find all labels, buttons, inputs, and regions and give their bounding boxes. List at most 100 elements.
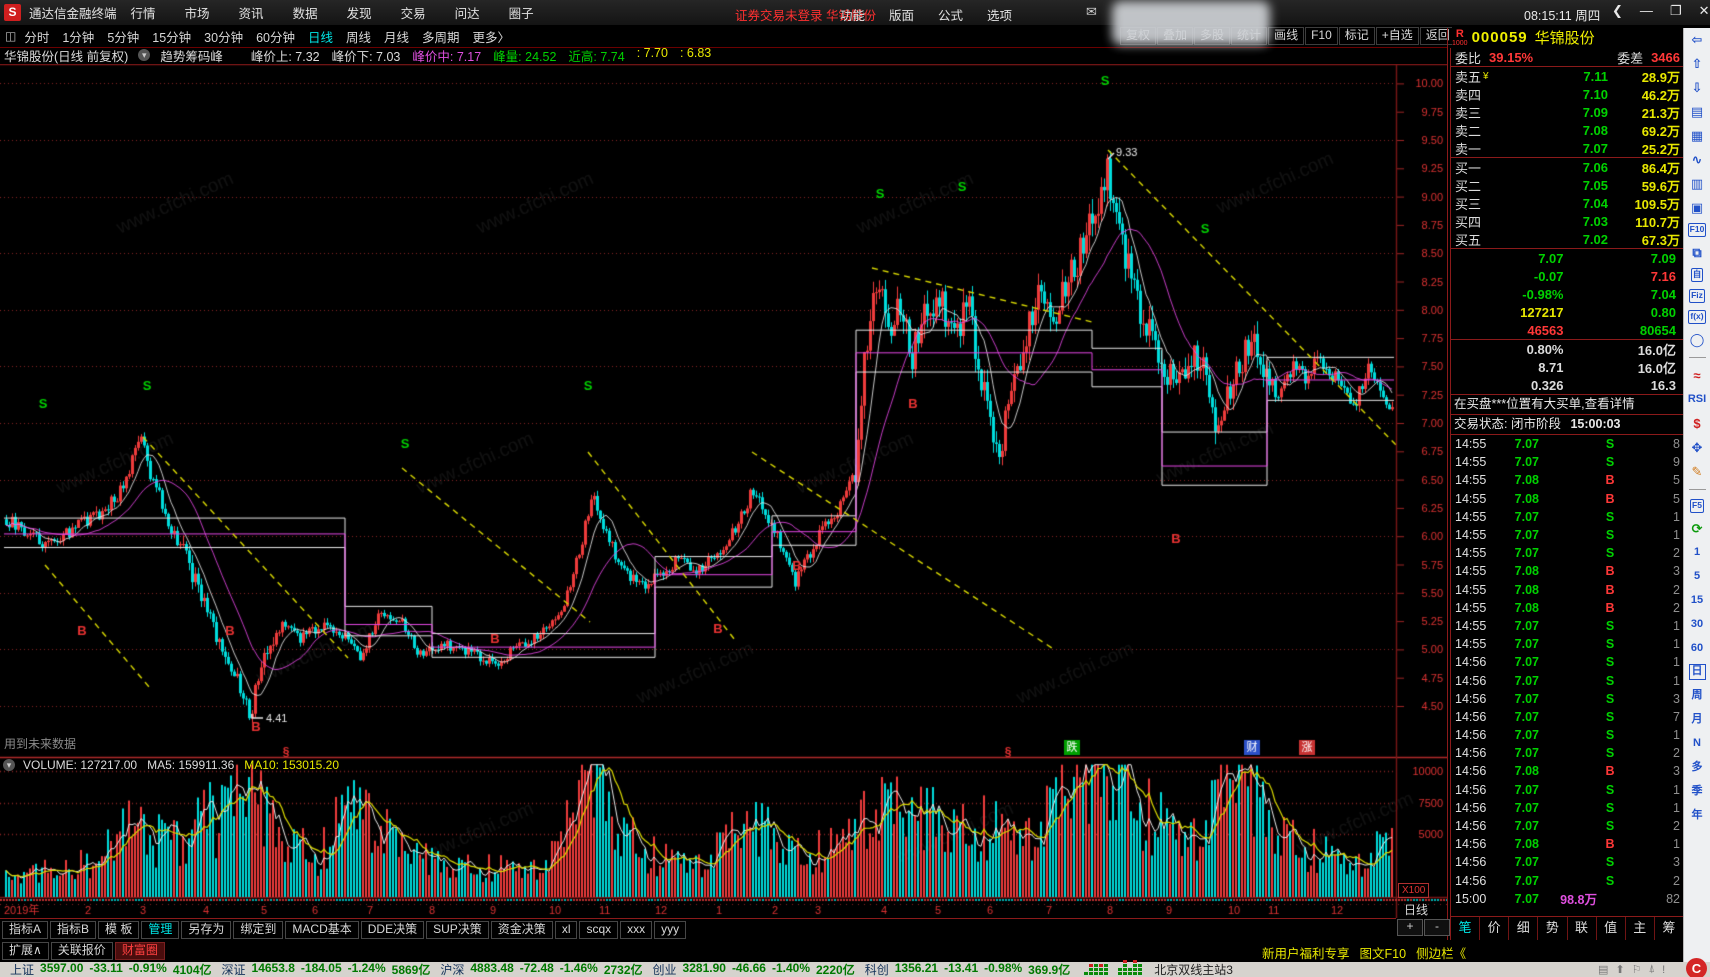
tick-row-9[interactable]: 14:55 7.08 0.1万 B 2 [1455, 600, 1680, 617]
sell-row-0[interactable]: 卖五 ¥7.11 28.9万 [1455, 68, 1680, 85]
buy-row-4[interactable]: 买五 7.02 67.3万 [1455, 231, 1680, 248]
f5-icon[interactable]: F5 [1690, 499, 1704, 513]
period-15[interactable]: 15 [1690, 594, 1704, 606]
f10-icon[interactable]: F10 [1687, 223, 1707, 237]
period-30[interactable]: 30 [1690, 618, 1704, 630]
indicator-tab-8[interactable]: SUP决策 [426, 921, 489, 939]
menu-item-2[interactable]: 资讯 [238, 7, 264, 21]
minimize-button[interactable]: — [1639, 3, 1653, 18]
period-tab-10[interactable]: 更多〉 [472, 30, 511, 45]
login-notice[interactable]: 证券交易未登录 华锦股份 [735, 9, 876, 23]
top-arrow-icon[interactable]: ⬆ [1615, 964, 1625, 976]
tick-row-16[interactable]: 14:56 7.07 0.1万 S 1 [1455, 728, 1680, 744]
refresh-icon[interactable]: ⟳ [1691, 521, 1703, 536]
tick-row-10[interactable]: 14:55 7.07 0.1万 S 1 [1455, 618, 1680, 635]
period-n[interactable]: N [1693, 737, 1701, 749]
indicator-name[interactable]: 趋势筹码峰 [160, 49, 223, 64]
volume-dropdown-icon[interactable]: ▾ [3, 759, 15, 771]
indicator-tab-9[interactable]: 资金决策 [490, 921, 553, 939]
buy-row-1[interactable]: 买二 7.05 59.6万 [1455, 177, 1680, 194]
quote-tab-价[interactable]: 价 [1480, 917, 1510, 940]
compass-icon[interactable]: ✥ [1691, 440, 1703, 455]
tick-list[interactable]: 14:55 7.07 6.8万 S 8 14:55 7.07 5.7万 S 9 14:55 7.08 4… [1451, 435, 1684, 916]
panel-toggle-icon[interactable]: ◫ [5, 29, 17, 43]
sell-row-4[interactable]: 卖一 7.07 25.2万 [1455, 140, 1680, 157]
trend-chart-icon[interactable]: ∿ [1691, 152, 1703, 167]
index-0[interactable]: 上证 3597.00 -33.11 -0.91% 4104亿 [10, 961, 212, 977]
indicator-tab-12[interactable]: xxx [620, 921, 653, 939]
period-tab-2[interactable]: 5分钟 [107, 30, 140, 45]
quote-tab-势[interactable]: 势 [1538, 917, 1568, 940]
news-icon[interactable]: ▣ [1690, 200, 1704, 215]
back-arrow-icon[interactable]: ⇦ [1691, 32, 1703, 47]
tick-row-24[interactable]: 14:56 7.07 0.8万 S 2 [1455, 873, 1680, 890]
tick-row-19[interactable]: 14:56 7.07 0.4万 S 1 [1455, 782, 1680, 799]
sell-row-2[interactable]: 卖三 7.09 21.3万 [1455, 104, 1680, 121]
menu-item-7[interactable]: 圈子 [508, 7, 534, 21]
fiz-icon[interactable]: Fiz [1689, 289, 1705, 303]
server-name[interactable]: 北京双线主站3 [1154, 963, 1233, 977]
quote-grid-icon[interactable]: ▦ [1690, 128, 1704, 143]
indicator-tab-10[interactable]: xl [554, 921, 578, 939]
promo-link-0[interactable]: 新用户福利专享 [1262, 947, 1350, 961]
quote-tab-值[interactable]: 值 [1597, 917, 1626, 940]
tick-row-15[interactable]: 14:56 7.07 1.3万 S 7 [1455, 709, 1680, 726]
buy-row-3[interactable]: 买四 7.03 110.7万 [1455, 213, 1680, 230]
quote-tab-主[interactable]: 主 [1626, 917, 1655, 940]
period-tab-8[interactable]: 月线 [384, 30, 410, 45]
menu-right-item-3[interactable]: 选项 [987, 9, 1013, 23]
extension-tab-0[interactable]: 扩展∧ [2, 942, 49, 960]
menu-right-item-0[interactable]: 功能 [840, 9, 866, 23]
money-icon[interactable]: $ [1693, 416, 1701, 431]
menu-item-4[interactable]: 发现 [346, 7, 372, 21]
menu-item-1[interactable]: 市场 [184, 7, 210, 21]
main-chart-canvas[interactable] [0, 64, 1447, 918]
indicator-tab-7[interactable]: DDE决策 [360, 921, 425, 939]
tool-5[interactable]: F10 [1305, 27, 1338, 45]
tick-row-23[interactable]: 14:56 7.07 0.9万 S 3 [1455, 855, 1680, 871]
wave-icon[interactable]: ≈ [1693, 368, 1701, 383]
zoom-in-button[interactable]: + [1397, 919, 1423, 936]
tick-row-4[interactable]: 14:55 7.07 0.1万 S 1 [1455, 509, 1680, 526]
custom-icon[interactable]: 自 [1690, 268, 1704, 282]
zoom-out-button[interactable]: - [1424, 919, 1450, 936]
app-logo-icon[interactable]: S [4, 4, 21, 21]
formula-icon[interactable]: f(x) [1688, 310, 1706, 324]
close-button[interactable]: ✕ [1698, 3, 1710, 18]
rsi-icon[interactable]: RSI [1687, 393, 1707, 405]
indicator-tab-3[interactable]: 管理 [141, 921, 180, 939]
period-tab-4[interactable]: 30分钟 [204, 30, 244, 45]
tool-4[interactable]: 画线 [1268, 27, 1305, 45]
quote-tab-联[interactable]: 联 [1568, 917, 1597, 940]
tool-6[interactable]: 标记 [1338, 27, 1375, 45]
tick-row-6[interactable]: 14:55 7.07 0.8万 S 2 [1455, 546, 1680, 562]
quote-tab-笔[interactable]: 笔 [1451, 917, 1481, 940]
indicator-tab-13[interactable]: yyy [654, 921, 687, 939]
period-tab-1[interactable]: 1分钟 [62, 30, 95, 45]
down-arrow-icon[interactable]: ⇩ [1691, 80, 1703, 95]
period-multi[interactable]: 多 [1691, 761, 1703, 773]
tick-row-22[interactable]: 14:56 7.08 0.1万 B 1 [1455, 837, 1680, 853]
period-day[interactable]: 日 [1688, 664, 1706, 680]
edit-pencil-icon[interactable]: ✎ [1691, 464, 1703, 479]
indicator-tab-2[interactable]: 模 板 [98, 921, 140, 939]
rank-icon[interactable]: ⍋ [1648, 963, 1656, 975]
quote-tab-筹[interactable]: 筹 [1655, 917, 1684, 940]
indicator-dropdown-icon[interactable]: ▾ [138, 49, 151, 61]
period-tab-5[interactable]: 60分钟 [256, 30, 295, 45]
flag-icon[interactable]: ⚐ [1631, 964, 1642, 976]
tick-row-0[interactable]: 14:55 7.07 6.8万 S 8 [1455, 437, 1680, 453]
period-60[interactable]: 60 [1690, 642, 1704, 654]
extension-tab-1[interactable]: 关联报价 [50, 942, 113, 960]
period-tab-3[interactable]: 15分钟 [152, 30, 192, 45]
up-arrow-icon[interactable]: ⇧ [1691, 56, 1703, 71]
tick-row-5[interactable]: 14:55 7.07 0.1万 S 1 [1455, 528, 1680, 544]
doc-icon[interactable]: ▤ [1598, 964, 1609, 976]
sell-row-1[interactable]: 卖四 7.10 46.2万 [1455, 86, 1680, 103]
circle-icon[interactable]: ◯ [1689, 332, 1705, 347]
maximize-button[interactable]: ❐ [1669, 3, 1682, 18]
index-4[interactable]: 科创 1356.21 -13.41 -0.98% 369.9亿 [864, 961, 1071, 977]
period-5[interactable]: 5 [1693, 570, 1701, 582]
menu-right-item-2[interactable]: 公式 [938, 9, 964, 23]
window-back-button[interactable]: ❮ [1612, 3, 1623, 18]
